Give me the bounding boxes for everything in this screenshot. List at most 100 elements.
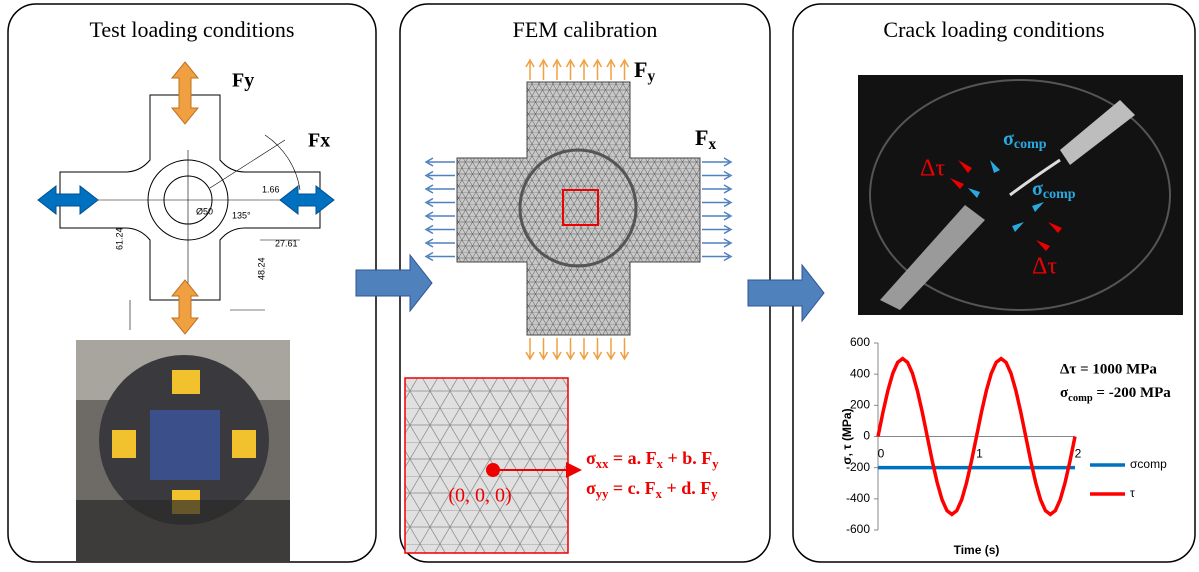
arrow bbox=[565, 58, 576, 80]
arrow bbox=[538, 338, 549, 361]
rich-text: σcomp bbox=[1003, 128, 1047, 153]
arrow bbox=[424, 251, 455, 262]
arrow bbox=[606, 58, 616, 80]
force-label: Fx bbox=[308, 130, 330, 152]
rich-text: σyy = c. Fx + d. Fy bbox=[586, 478, 718, 501]
test-rig-photo bbox=[76, 340, 290, 562]
subscript: yy bbox=[596, 487, 609, 501]
dimension: Ø50 bbox=[196, 206, 213, 216]
x-axis-label: Time (s) bbox=[954, 543, 1000, 557]
arrow bbox=[424, 224, 455, 235]
text-part: = -200 MPa bbox=[1093, 385, 1172, 401]
arrow bbox=[424, 211, 455, 221]
chart: -600 -400 -200 0 200 400 600 0 1 2 σ, τ (MPa) Time … bbox=[840, 335, 1167, 557]
force-label: Fx bbox=[695, 125, 716, 152]
y-tick-label: 0 bbox=[863, 429, 870, 443]
arrow bbox=[552, 58, 562, 80]
force-label: Fy bbox=[634, 57, 655, 84]
rich-text: Fx bbox=[695, 125, 716, 152]
arrow bbox=[424, 197, 455, 208]
arrow bbox=[424, 238, 455, 248]
dimension: 135° bbox=[232, 210, 251, 220]
annotation: Δτ bbox=[1032, 254, 1057, 280]
arrow bbox=[592, 58, 603, 80]
load-arrows bbox=[424, 58, 733, 361]
dimension: 61.24 bbox=[114, 227, 124, 250]
dimension: 1.66 bbox=[262, 184, 280, 194]
y-tick-label: -600 bbox=[846, 522, 870, 536]
arrow bbox=[592, 338, 603, 361]
force-arrow bbox=[37, 184, 335, 216]
subscript: comp bbox=[1014, 137, 1047, 152]
text-part: σ bbox=[586, 478, 596, 498]
rich-text: σcomp = -200 MPa bbox=[1060, 385, 1171, 404]
subscript: comp bbox=[1043, 187, 1076, 202]
text-part: = a. F bbox=[608, 448, 656, 468]
subscript: comp bbox=[1068, 393, 1093, 404]
arrow bbox=[525, 338, 535, 361]
fem-mesh bbox=[456, 81, 701, 336]
y-tick-label: 400 bbox=[850, 366, 870, 380]
annotation: Δτ bbox=[920, 156, 945, 182]
subscript: x bbox=[657, 457, 664, 471]
arrow bbox=[606, 338, 616, 361]
text-part: σ bbox=[1003, 128, 1014, 150]
legend-label: σcomp bbox=[1130, 457, 1167, 471]
subscript: x bbox=[656, 487, 663, 501]
text-part: = c. F bbox=[608, 478, 655, 498]
y-tick-label: 200 bbox=[850, 398, 870, 412]
arrow bbox=[702, 157, 733, 167]
rich-text: σcomp bbox=[1032, 178, 1076, 203]
y-tick-label: -200 bbox=[846, 460, 870, 474]
note: Δτ = 1000 MPa bbox=[1060, 361, 1157, 377]
crack-photo bbox=[858, 75, 1183, 315]
y-tick-label: 600 bbox=[850, 335, 870, 349]
panel-title: Crack loading conditions bbox=[883, 17, 1104, 42]
arrow bbox=[702, 238, 733, 248]
arrow bbox=[702, 251, 733, 262]
arrow bbox=[565, 338, 576, 361]
y-axis-label: σ, τ (MPa) bbox=[840, 408, 854, 464]
flow-arrow bbox=[747, 263, 825, 323]
mesh-detail bbox=[404, 377, 569, 554]
y-tick-label: -400 bbox=[846, 491, 870, 505]
text-part: σ bbox=[1032, 178, 1043, 200]
subscript: y bbox=[647, 68, 655, 85]
rich-text: Fy bbox=[634, 57, 655, 84]
subscript: xx bbox=[596, 457, 609, 471]
arrow bbox=[702, 224, 733, 235]
force-label: Fy bbox=[232, 70, 254, 92]
series-line bbox=[876, 356, 1077, 517]
text-part: σ bbox=[586, 448, 596, 468]
arrow bbox=[424, 184, 455, 194]
force-arrow bbox=[170, 61, 200, 335]
arrow bbox=[702, 184, 733, 194]
text-part: F bbox=[695, 125, 708, 150]
arrow bbox=[702, 211, 733, 221]
x-tick-label: 1 bbox=[976, 447, 983, 461]
arrow bbox=[702, 170, 733, 181]
text-part: + d. F bbox=[662, 478, 711, 498]
note: σcomp = -200 MPa bbox=[1060, 385, 1171, 404]
arrow bbox=[579, 338, 589, 361]
subscript: y bbox=[711, 487, 718, 501]
arrow bbox=[619, 338, 630, 361]
x-tick-label: 0 bbox=[878, 447, 885, 461]
rich-text: σxx = a. Fx + b. Fy bbox=[586, 448, 719, 471]
arrow bbox=[424, 157, 455, 167]
text-part: σ bbox=[1060, 385, 1069, 401]
flow-arrow bbox=[355, 253, 433, 313]
dimension: 27.61 bbox=[275, 238, 298, 248]
legend-label: τ bbox=[1130, 486, 1135, 500]
subscript: x bbox=[708, 136, 716, 153]
origin-label: (0, 0, 0) bbox=[448, 485, 511, 507]
panel-title: Test loading conditions bbox=[90, 17, 295, 42]
subscript: y bbox=[712, 457, 719, 471]
arrow bbox=[619, 58, 630, 80]
arrow bbox=[424, 170, 455, 181]
arrow bbox=[538, 58, 549, 80]
arrow bbox=[579, 58, 589, 80]
